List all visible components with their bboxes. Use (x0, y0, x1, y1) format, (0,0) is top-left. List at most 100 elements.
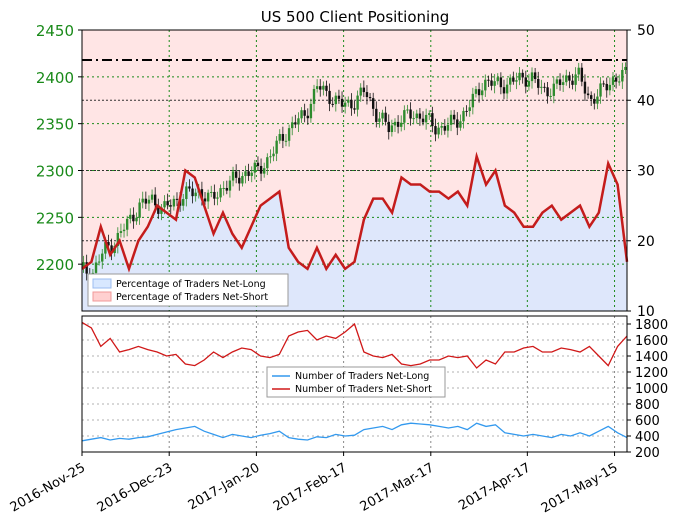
candle-body (315, 86, 319, 89)
candle-body (101, 253, 104, 262)
candle-body (234, 171, 238, 178)
candle-body (459, 121, 462, 128)
price-tick-label: 2400 (36, 69, 74, 87)
candle-body (574, 74, 577, 85)
candle-body (568, 75, 571, 81)
candle-body (132, 214, 135, 222)
candle-body (624, 66, 627, 70)
candle-body (210, 191, 213, 193)
candle-body (471, 93, 475, 108)
candle-body (549, 95, 552, 97)
candle-body (334, 95, 338, 105)
candle-body (614, 77, 618, 82)
candle-body (110, 245, 113, 254)
candle-body (247, 171, 250, 176)
pct-tick-label: 10 (637, 304, 655, 320)
candle-body (431, 113, 434, 127)
count-tick-label: 800 (635, 398, 660, 413)
candle-body (493, 81, 496, 86)
candle-body (253, 162, 257, 173)
candle-body (512, 77, 515, 82)
candle-body (325, 85, 328, 91)
candle-body (449, 114, 453, 125)
candle-body (490, 80, 493, 86)
candle-body (281, 134, 285, 141)
net-long-fill (82, 156, 627, 311)
candle-body (465, 110, 468, 112)
count-tick-label: 1800 (635, 318, 668, 333)
candle-body (350, 99, 353, 109)
candle-body (141, 198, 144, 203)
candle-body (421, 118, 425, 123)
candle-body (537, 79, 540, 88)
candle-body (434, 126, 437, 135)
candle-body (393, 121, 397, 126)
candle-body (194, 192, 197, 197)
candle-body (446, 124, 450, 131)
candle-body (424, 114, 428, 123)
candle-body (527, 81, 531, 87)
candle-body (384, 112, 387, 122)
candle-body (403, 110, 406, 123)
candle-body (343, 102, 347, 107)
candle-body (480, 90, 484, 96)
candle-body (375, 108, 378, 122)
candle-body (163, 201, 166, 208)
candle-body (272, 153, 275, 157)
pct-tick-label: 30 (637, 164, 655, 180)
candle-body (362, 87, 366, 93)
candle-body (144, 198, 148, 204)
chart-title: US 500 Client Positioning (261, 8, 449, 26)
count-tick-label: 1200 (635, 366, 668, 381)
candle-body (160, 207, 163, 214)
candle-body (409, 109, 412, 119)
candle-body (216, 197, 219, 199)
candle-body (611, 77, 615, 85)
candle-body (599, 83, 602, 97)
candle-body (484, 79, 487, 91)
candle-body (468, 107, 471, 111)
candle-body (328, 90, 331, 104)
candle-body (119, 231, 123, 233)
candle-body (157, 205, 160, 214)
count-legend-label: Number of Traders Net-Short (295, 384, 432, 395)
count-legend-box (266, 366, 446, 398)
candle-body (250, 172, 253, 176)
pct-tick-label: 40 (637, 93, 655, 109)
candle-body (474, 89, 478, 94)
candle-body (266, 157, 269, 169)
candle-body (297, 118, 300, 125)
candle-body (125, 218, 129, 230)
candle-body (238, 177, 241, 184)
date-tick-label: 2017-Mar-17 (358, 460, 437, 514)
candle-body (509, 77, 512, 85)
candle-body (368, 97, 372, 99)
candle-body (487, 79, 490, 81)
price-tick-label: 2250 (36, 209, 74, 227)
pct-legend-box (87, 273, 289, 307)
pct-net-long-line (81, 151, 629, 273)
candle-body (400, 122, 403, 127)
candle-body (540, 86, 543, 88)
candle-body (107, 242, 110, 246)
candle-body (618, 81, 621, 83)
date-tick-label: 2017-May-15 (539, 460, 621, 516)
date-tick-label: 2017-Jan-20 (186, 460, 263, 513)
candle-body (135, 217, 138, 222)
candle-body (593, 98, 596, 104)
candle-body (418, 113, 422, 119)
count-tick-label: 1400 (635, 350, 668, 365)
candle-body (552, 83, 556, 96)
candle-body (312, 88, 316, 104)
candle-body (256, 162, 260, 166)
net-short-count-line (81, 321, 628, 369)
candle-body (381, 112, 384, 119)
price-tick-label: 2200 (36, 256, 74, 274)
candle-body (499, 77, 503, 88)
candle-body (319, 86, 322, 90)
candle-body (452, 114, 456, 120)
count-tick-label: 1600 (635, 334, 668, 349)
candle-body (608, 84, 612, 91)
